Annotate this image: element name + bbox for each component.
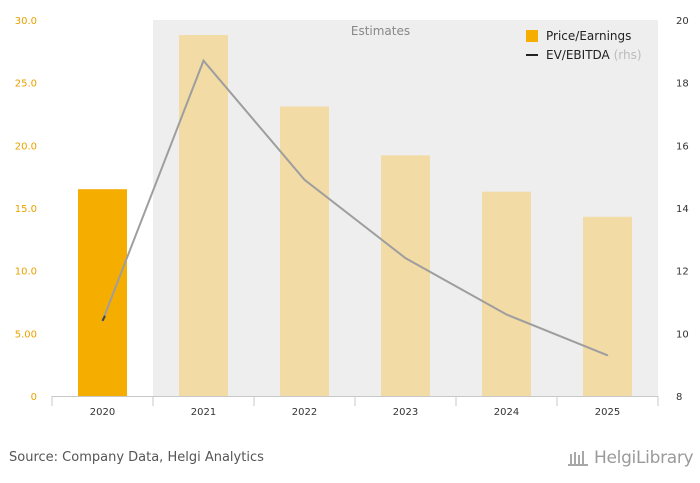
y-right-tick-label: 12 [676, 267, 689, 278]
y-right-tick-label: 14 [676, 204, 689, 215]
ev-ebitda-point-2022 [303, 179, 306, 181]
legend-ev-label: EV/EBITDA (rhs) [546, 48, 642, 62]
y-left-tick-label: 15.0 [15, 204, 37, 215]
y-left-tick-label: 0 [31, 392, 37, 403]
logo-text: HelgiLibrary [594, 448, 694, 468]
y-left-tick-label: 10.0 [15, 267, 37, 278]
legend-pe-swatch [526, 30, 538, 42]
chart: Estimates 2020 2021 2022 2023 2024 2025 0 5.00 1… [15, 16, 689, 418]
y-right-tick-label: 16 [676, 141, 689, 152]
bar-2023 [381, 155, 430, 396]
x-tick-label: 2023 [393, 407, 418, 418]
x-tick-label: 2021 [191, 407, 216, 418]
x-tick-label: 2024 [494, 407, 519, 418]
estimates-label: Estimates [351, 24, 410, 38]
y-left-tick-label: 30.0 [15, 16, 37, 27]
x-tick-label: 2020 [90, 407, 115, 418]
y-left-tick-label: 5.00 [15, 329, 37, 340]
x-tick-label: 2025 [595, 407, 620, 418]
legend-pe-label: Price/Earnings [546, 29, 631, 43]
y-right-tick-label: 8 [676, 392, 682, 403]
y-right-tick-label: 20 [676, 16, 689, 27]
bar-2022 [280, 106, 329, 396]
ev-ebitda-actual-segment [101, 315, 106, 322]
legend-ev-rhs-suffix: (rhs) [614, 48, 642, 62]
ev-ebitda-point-2021 [202, 59, 205, 62]
ev-ebitda-point-2023 [404, 257, 407, 259]
bar-2020 [78, 189, 127, 396]
x-tick-label: 2022 [292, 407, 317, 418]
y-left-tick-label: 25.0 [15, 79, 37, 90]
y-right-tick-label: 10 [676, 329, 689, 340]
bar-2025 [583, 216, 632, 396]
library-building-icon [568, 451, 588, 466]
bar-2024 [482, 191, 531, 396]
y-left-tick-label: 20.0 [15, 141, 37, 152]
bar-2021 [179, 35, 228, 396]
y-right-tick-label: 18 [676, 79, 689, 90]
ev-ebitda-point-2024 [505, 313, 508, 316]
ev-ebitda-point-2025 [606, 354, 609, 357]
ev-ebitda-line [101, 58, 608, 357]
source-note: Source: Company Data, Helgi Analytics [9, 450, 264, 465]
helgi-library-logo: HelgiLibrary [568, 448, 694, 468]
